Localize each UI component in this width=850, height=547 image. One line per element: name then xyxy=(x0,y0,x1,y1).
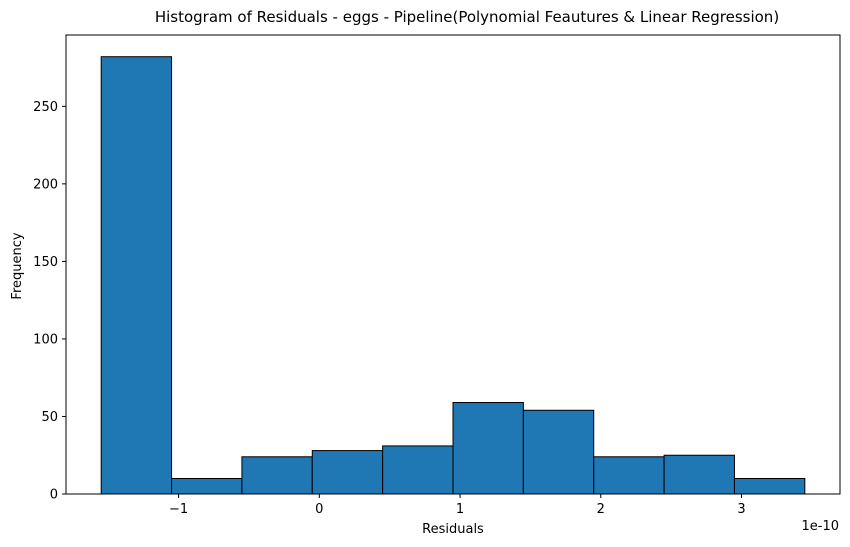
histogram-bar xyxy=(311,450,384,495)
plot-frame xyxy=(65,34,841,495)
histogram-bar xyxy=(733,477,806,495)
chart-title: Histogram of Residuals - eggs - Pipeline… xyxy=(155,8,779,26)
histogram-bar xyxy=(171,477,243,495)
y-tick-label: 150 xyxy=(33,255,58,270)
y-tick-label: 0 xyxy=(50,488,58,503)
x-tick-label: 0 xyxy=(315,502,323,517)
histogram-bar xyxy=(452,402,524,495)
x-tick-label: 2 xyxy=(597,502,605,517)
x-offset-text: 1e-10 xyxy=(801,519,839,534)
y-tick-label: 50 xyxy=(41,410,58,425)
x-axis-label: Residuals xyxy=(422,522,484,537)
x-tick-label: −1 xyxy=(169,502,188,517)
y-axis-label: Frequency xyxy=(10,232,25,299)
histogram-bar xyxy=(663,454,735,495)
bars-group xyxy=(100,56,806,495)
y-tick-label: 250 xyxy=(33,100,58,115)
x-tick-label: 3 xyxy=(737,502,745,517)
histogram-bar xyxy=(382,445,454,495)
y-tick-label: 200 xyxy=(33,177,58,192)
x-tick-label: 1 xyxy=(456,502,464,517)
y-tick-label: 100 xyxy=(33,332,58,347)
histogram-bar xyxy=(522,409,595,495)
x-axis: −1 0 1 2 3 xyxy=(169,494,746,517)
histogram-bar xyxy=(100,56,173,495)
histogram-bar xyxy=(241,456,313,495)
histogram-bar xyxy=(593,456,665,495)
y-axis: 0 50 100 150 200 250 xyxy=(33,100,66,503)
